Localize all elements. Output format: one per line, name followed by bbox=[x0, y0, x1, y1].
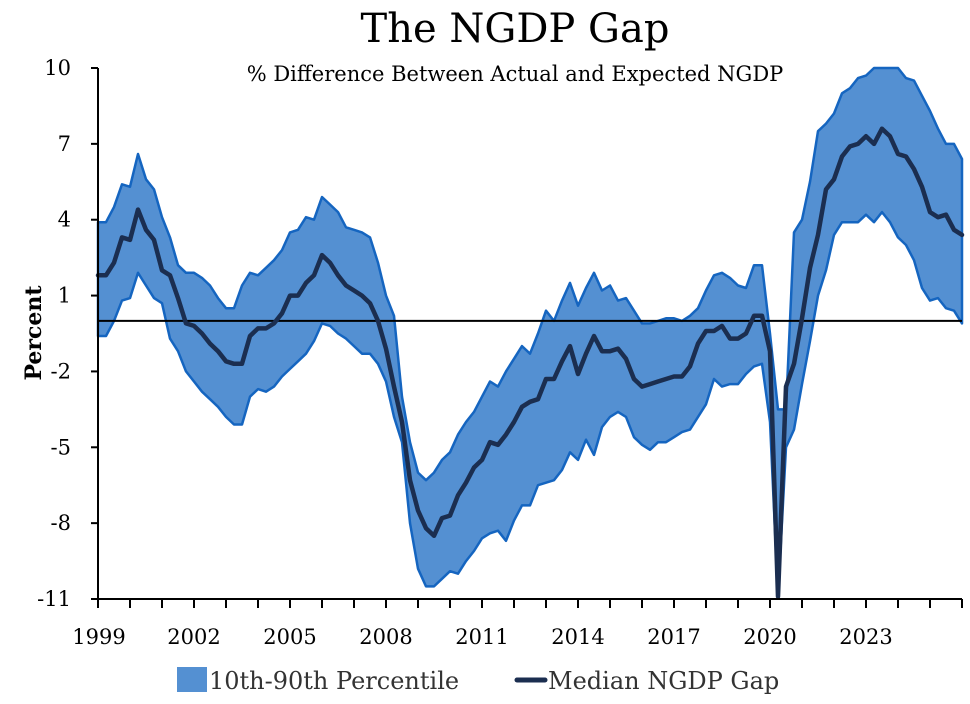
median-ngdp-gap-line bbox=[95, 126, 965, 599]
x-tick-label: 1999 bbox=[72, 625, 125, 649]
legend: 10th-90th Percentile Median NGDP Gap bbox=[177, 667, 779, 695]
x-tick-label: 2002 bbox=[167, 625, 220, 649]
y-tick-label: -2 bbox=[51, 359, 71, 383]
chart-title: The NGDP Gap bbox=[360, 6, 670, 52]
y-tick-label: 4 bbox=[58, 208, 71, 232]
x-tick-label: 2011 bbox=[455, 625, 508, 649]
y-tick-label: 10 bbox=[44, 56, 71, 80]
x-tick-label: 2017 bbox=[647, 625, 700, 649]
y-tick-label: 7 bbox=[58, 132, 71, 156]
legend-median-label: Median NGDP Gap bbox=[548, 667, 779, 695]
y-tick-label: -11 bbox=[37, 587, 71, 611]
y-axis-label: Percent bbox=[21, 285, 47, 381]
x-tick-label: 2020 bbox=[743, 625, 796, 649]
percentile-band bbox=[96, 66, 964, 598]
plot-area bbox=[95, 66, 965, 599]
x-tick-label: 2014 bbox=[551, 625, 604, 649]
y-tick-label: -5 bbox=[51, 435, 71, 459]
x-tick-label: 2005 bbox=[263, 625, 316, 649]
chart-subtitle: % Difference Between Actual and Expected… bbox=[246, 62, 784, 86]
x-tick-label: 2023 bbox=[839, 625, 892, 649]
y-tick-label: -8 bbox=[51, 511, 71, 535]
legend-band-label: 10th-90th Percentile bbox=[209, 667, 459, 695]
x-tick-label: 2008 bbox=[359, 625, 412, 649]
y-tick-label: 1 bbox=[58, 284, 71, 308]
legend-band-swatch bbox=[177, 667, 207, 692]
y-axis-label-group: Percent bbox=[21, 285, 47, 381]
